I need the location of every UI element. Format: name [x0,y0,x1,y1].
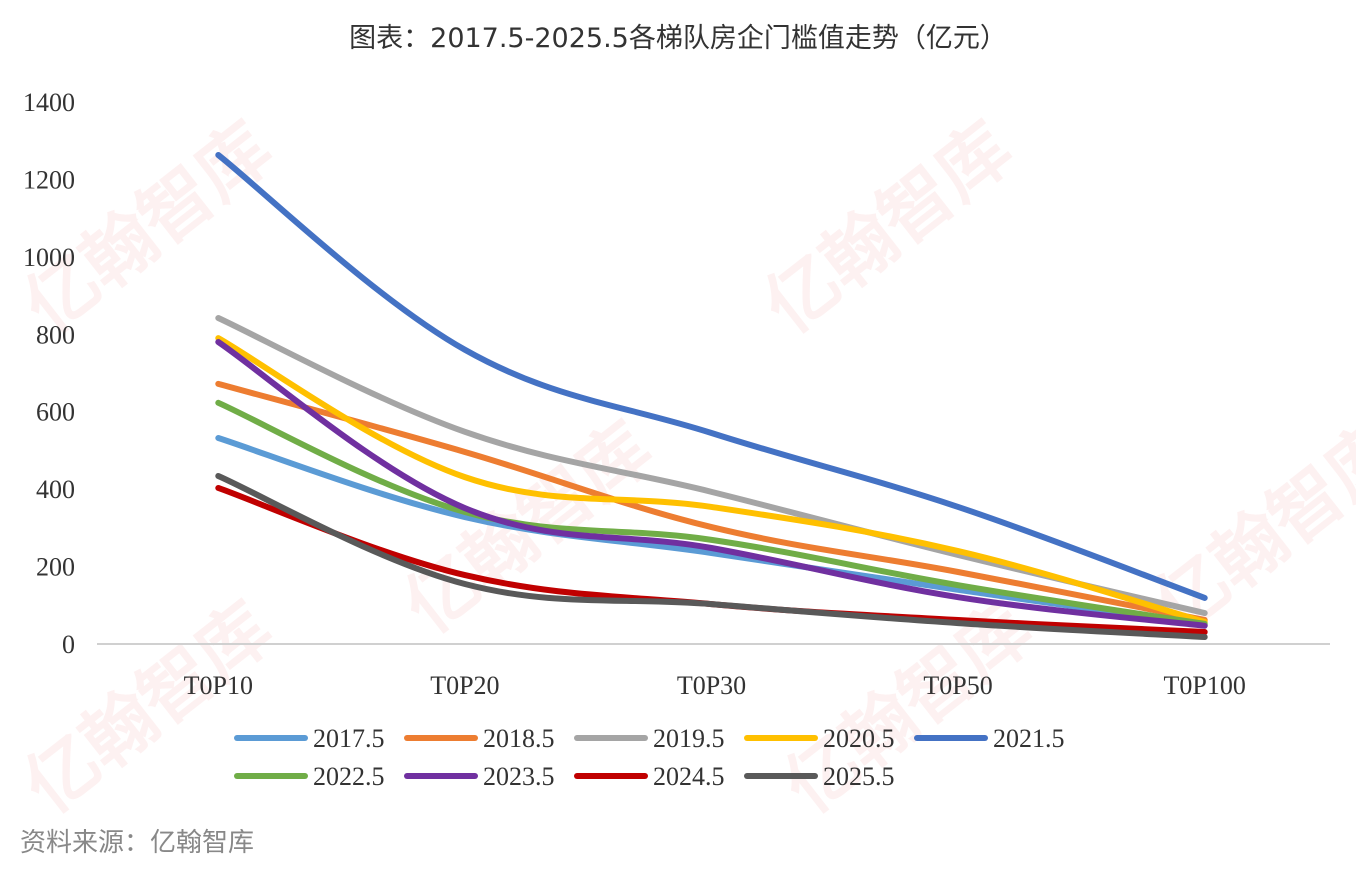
x-tick-label: T0P20 [430,671,499,700]
series-line-2021.5 [215,152,1208,601]
series-line-2025.5 [215,472,1208,641]
y-tick-label: 200 [36,553,75,582]
x-tick-label: T0P10 [184,671,253,700]
legend-label: 2017.5 [313,724,385,753]
legend-label: 2018.5 [483,724,555,753]
legend-label: 2020.5 [823,724,895,753]
y-tick-label: 1400 [23,88,75,117]
legend-label: 2019.5 [653,724,725,753]
x-tick-label: T0P30 [677,671,746,700]
series-line-2023.5 [215,339,1208,629]
legend-label: 2022.5 [313,762,385,791]
y-tick-label: 0 [62,630,75,659]
x-tick-label: T0P50 [923,671,992,700]
legend-label: 2024.5 [653,762,725,791]
legend-label: 2025.5 [823,762,895,791]
x-tick-label: T0P100 [1164,671,1246,700]
y-tick-label: 400 [36,475,75,504]
series-line-2019.5 [215,315,1208,617]
y-tick-label: 800 [36,320,75,349]
series-line-2017.5 [215,435,1208,629]
y-tick-label: 600 [36,398,75,427]
legend-label: 2023.5 [483,762,555,791]
series-line-2018.5 [215,380,1208,623]
source-note: 资料来源：亿翰智库 [20,828,255,858]
legend-label: 2021.5 [993,724,1065,753]
chart-title: 图表：2017.5-2025.5各梯队房企门槛值走势（亿元） [349,23,1007,54]
y-tick-label: 1000 [23,243,75,272]
series-line-2022.5 [215,399,1208,627]
y-tick-label: 1200 [23,165,75,194]
series-line-2020.5 [215,335,1208,625]
